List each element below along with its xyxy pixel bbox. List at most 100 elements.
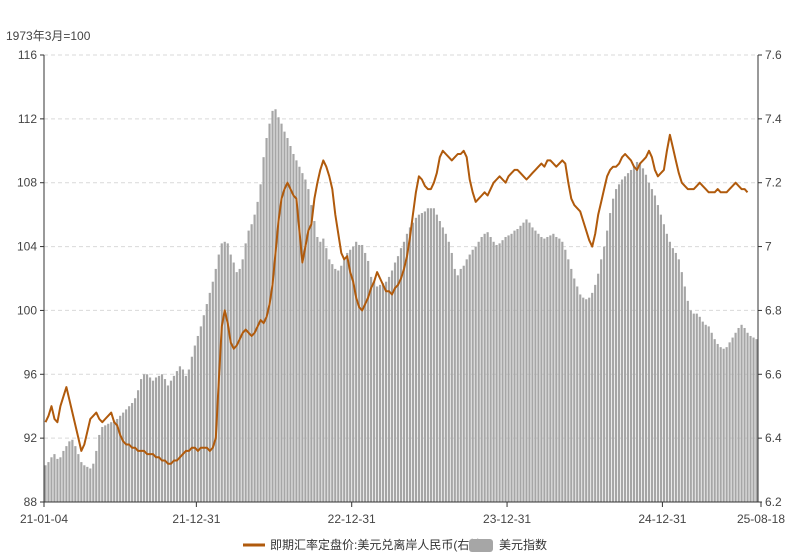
right-tick-label: 7.6 [765, 48, 782, 62]
dollar-index-bar [471, 249, 474, 502]
dollar-index-bar [411, 222, 415, 502]
dollar-index-bar [71, 439, 74, 502]
dollar-index-bar [695, 313, 698, 502]
dollar-index-bar [483, 233, 486, 503]
dollar-index-bar [447, 241, 450, 502]
dollar-index-bar [522, 222, 525, 502]
dollar-index-bar [283, 131, 286, 502]
dollar-index-bar [274, 109, 277, 503]
dollar-index-bar [384, 281, 388, 502]
dollar-index-bar [148, 377, 152, 502]
dollar-index-bar [432, 208, 435, 502]
dollar-index-bar [387, 276, 391, 502]
dollar-index-bar [402, 241, 406, 502]
dollar-index-bar [647, 182, 651, 502]
dollar-index-bar [220, 243, 223, 502]
dollar-index-bar [609, 213, 612, 502]
dollar-index-bar [56, 458, 59, 502]
dollar-index-bar [710, 332, 713, 502]
dollar-index-bar [465, 259, 468, 502]
dollar-index-bar [489, 236, 492, 502]
dollar-index-bar [555, 236, 558, 502]
dollar-index-bar [462, 265, 465, 502]
dollar-index-bar [644, 174, 648, 502]
dollar-index-bar [408, 227, 412, 502]
dollar-index-bar [606, 230, 609, 502]
dollar-index-bar [313, 221, 316, 502]
dollar-index-bar [423, 211, 426, 502]
dollar-index-bar [510, 233, 513, 503]
dollar-index-bar [337, 270, 340, 502]
dollar-index-bar [686, 300, 689, 502]
dollar-index-bar [101, 426, 104, 502]
dollar-index-bar [600, 259, 603, 502]
dollar-index-bar [292, 153, 295, 502]
dollar-index-bar [752, 337, 755, 502]
dollar-index-bar [310, 205, 313, 503]
legend-bar-swatch [469, 539, 493, 552]
dollar-index-bar [131, 403, 134, 502]
dollar-index-bar [674, 252, 677, 502]
dollar-index-bar [181, 369, 185, 502]
dollar-index-bar [193, 345, 196, 502]
dollar-index-bar [501, 240, 504, 502]
dollar-index-bar [390, 270, 394, 502]
dollar-index-bar [208, 292, 211, 502]
dollar-index-bar [142, 374, 146, 502]
dollar-index-bar [325, 248, 328, 502]
dollar-index-bar [376, 286, 379, 502]
dollar-index-bar [588, 297, 591, 502]
dollar-index-bar [378, 284, 382, 502]
dollar-index-bar [47, 462, 50, 502]
dollar-index-bar [456, 275, 459, 502]
legend-label-fx: 即期汇率定盘价:美元兑离岸人民币(右轴) [270, 537, 485, 552]
left-tick-label: 88 [24, 495, 38, 509]
dollar-index-bar [722, 348, 725, 502]
dollar-index-bar [438, 221, 441, 502]
dollar-index-bar [223, 241, 226, 502]
dollar-index-bar [196, 335, 199, 502]
dollar-index-bar [665, 233, 668, 503]
dollar-index-bar [160, 374, 164, 502]
dollar-index-bar [295, 160, 298, 502]
dollar-index-bar [343, 259, 346, 502]
dollar-index-bar [594, 284, 597, 502]
dollar-index-bar [692, 313, 695, 502]
left-tick-label: 96 [24, 367, 38, 381]
x-tick-label: 21-01-04 [20, 512, 68, 526]
dollar-index-bar [271, 110, 274, 502]
dollar-index-bar [495, 244, 498, 502]
dollar-index-bar [98, 434, 101, 502]
dollar-index-bar [381, 283, 385, 502]
dollar-index-bar [507, 235, 510, 502]
dollar-index-bar [486, 232, 489, 503]
dollar-index-bar [250, 224, 253, 502]
dollar-index-bar [367, 260, 370, 502]
dollar-index-bar [80, 462, 83, 502]
dollar-index-bar [166, 385, 170, 502]
dollar-index-bar [656, 205, 660, 503]
dollar-index-bar [122, 412, 125, 502]
dollar-index-bar [528, 222, 531, 502]
dollar-index-bar [50, 457, 53, 502]
right-tick-label: 7 [765, 240, 772, 254]
dollar-index-bar [151, 380, 155, 502]
left-axis-ticks: 88 92 96 100 104 108 112 116 [17, 48, 44, 509]
dollar-index-bar [205, 304, 208, 502]
dollar-index-bar [232, 262, 235, 502]
dollar-index-bar [531, 227, 534, 502]
dollar-index-bar [543, 238, 546, 502]
x-tick-label: 23-12-31 [483, 512, 531, 526]
dollar-index-bar [582, 297, 585, 502]
dollar-index-bar [477, 241, 480, 502]
dollar-index-bar [95, 450, 98, 502]
dollar-index-bar [328, 259, 331, 502]
dollar-index-bar [498, 243, 501, 502]
dollar-index-bar [414, 217, 418, 503]
dollar-index-bar [650, 189, 654, 502]
dollar-index-bar [641, 168, 645, 502]
dollar-index-bar [620, 179, 624, 502]
dollar-index-bar [393, 262, 397, 502]
dollar-index-bar [319, 241, 322, 502]
dollar-index-bar [561, 241, 564, 502]
